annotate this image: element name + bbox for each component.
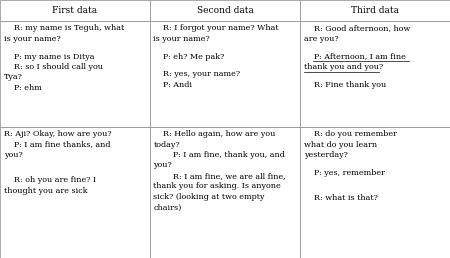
Text: P: my name is Ditya: P: my name is Ditya xyxy=(4,53,94,61)
Text: thank you and you?: thank you and you? xyxy=(304,63,383,71)
Text: Third data: Third data xyxy=(351,6,399,15)
Text: P: ehm: P: ehm xyxy=(4,84,41,92)
Text: R: Fine thank you: R: Fine thank you xyxy=(304,81,386,89)
Text: R: oh you are fine? I: R: oh you are fine? I xyxy=(4,176,96,184)
Text: chairs): chairs) xyxy=(153,203,182,211)
Bar xyxy=(150,127,300,258)
Text: thank you for asking. Is anyone: thank you for asking. Is anyone xyxy=(153,182,281,190)
Bar xyxy=(150,21,300,127)
Text: P: eh? Me pak?: P: eh? Me pak? xyxy=(153,53,225,61)
Bar xyxy=(150,0,300,21)
Text: Tya?: Tya? xyxy=(4,74,23,82)
Bar xyxy=(0,0,150,21)
Text: thought you are sick: thought you are sick xyxy=(4,187,87,195)
Bar xyxy=(0,21,150,127)
Text: yesterday?: yesterday? xyxy=(304,151,347,159)
Text: P: I am fine thanks, and: P: I am fine thanks, and xyxy=(4,141,110,149)
Text: P: yes, remember: P: yes, remember xyxy=(304,169,385,177)
Text: R: my name is Teguh, what: R: my name is Teguh, what xyxy=(4,24,124,32)
Bar xyxy=(0,127,150,258)
Text: what do you learn: what do you learn xyxy=(304,141,377,149)
Bar xyxy=(300,21,450,127)
Text: P: I am fine, thank you, and: P: I am fine, thank you, and xyxy=(153,151,285,159)
Text: R: do you remember: R: do you remember xyxy=(304,130,397,138)
Text: R: yes, your name?: R: yes, your name? xyxy=(153,70,241,78)
Text: R: Good afternoon, how: R: Good afternoon, how xyxy=(304,24,410,32)
Text: sick? (looking at two empty: sick? (looking at two empty xyxy=(153,193,265,201)
Text: is your name?: is your name? xyxy=(4,35,60,43)
Text: today?: today? xyxy=(153,141,180,149)
Text: First data: First data xyxy=(52,6,98,15)
Text: P: Andi: P: Andi xyxy=(153,81,193,89)
Bar xyxy=(300,127,450,258)
Text: P: Afternoon, I am fine: P: Afternoon, I am fine xyxy=(304,53,405,61)
Text: R: what is that?: R: what is that? xyxy=(304,194,378,202)
Text: R: so I should call you: R: so I should call you xyxy=(4,63,103,71)
Text: you?: you? xyxy=(4,151,23,159)
Text: R: Aji? Okay, how are you?: R: Aji? Okay, how are you? xyxy=(4,130,111,138)
Text: Second data: Second data xyxy=(197,6,253,15)
Text: R: Hello again, how are you: R: Hello again, how are you xyxy=(153,130,276,138)
Text: R: I am fine, we are all fine,: R: I am fine, we are all fine, xyxy=(153,172,286,180)
Text: you?: you? xyxy=(153,162,172,170)
Text: R: I forgot your name? What: R: I forgot your name? What xyxy=(153,24,279,32)
Bar xyxy=(300,0,450,21)
Text: are you?: are you? xyxy=(304,35,338,43)
Text: is your name?: is your name? xyxy=(153,35,210,43)
